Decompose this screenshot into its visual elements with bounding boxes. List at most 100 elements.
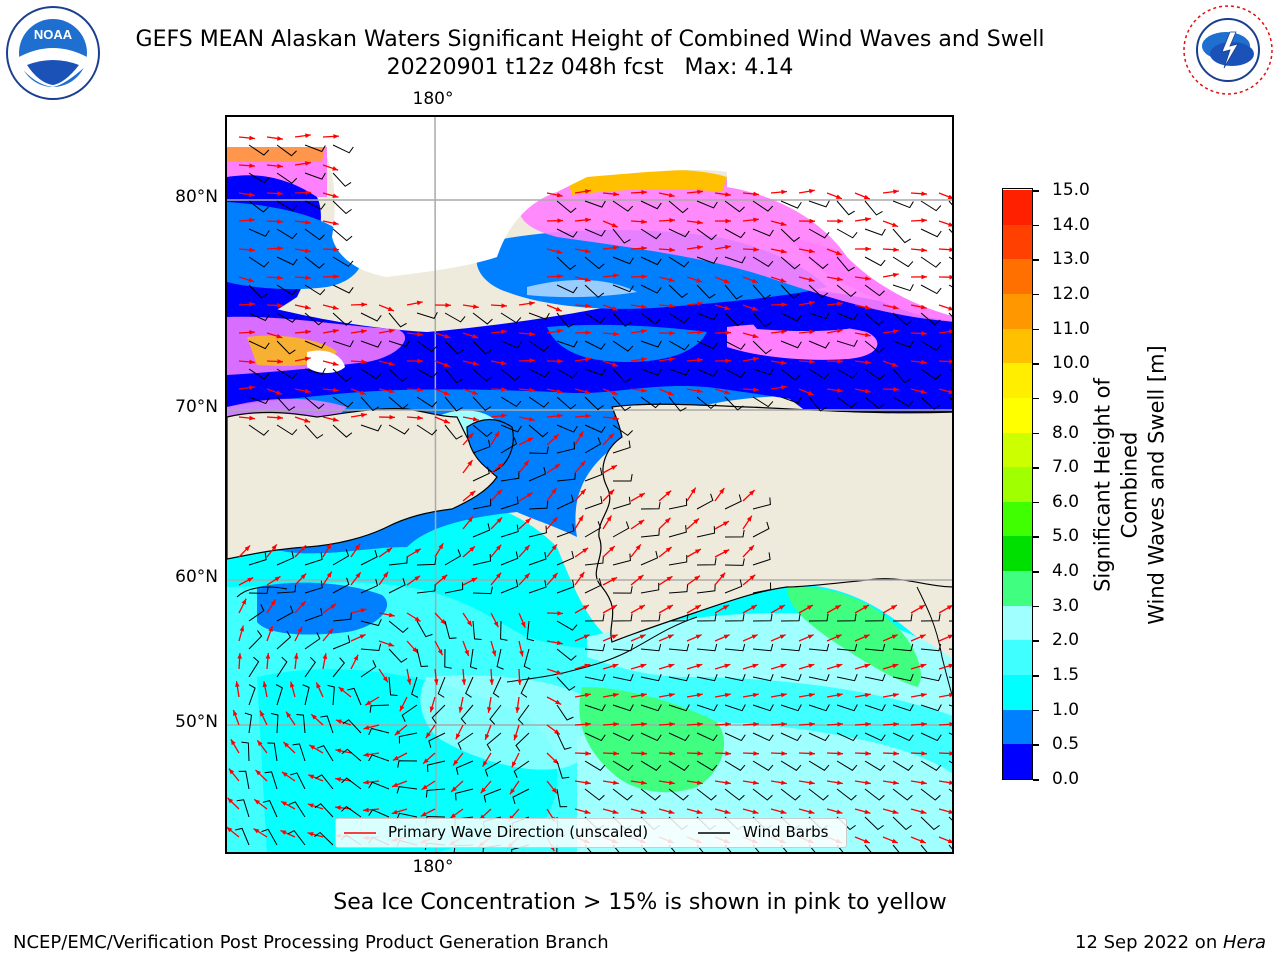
- wind-barb: [920, 312, 941, 326]
- wave-direction-arrowhead: [388, 642, 395, 647]
- wave-direction-arrowhead: [297, 626, 303, 633]
- wave-direction-arrowhead: [316, 682, 321, 689]
- wave-direction-arrowhead: [248, 192, 255, 197]
- lat-label-50n: 50°N: [175, 712, 218, 732]
- wind-barb: [332, 577, 350, 594]
- wind-barb: [304, 632, 321, 650]
- wave-direction-arrowhead: [386, 547, 393, 553]
- wave-direction-arrowhead: [749, 574, 756, 581]
- wind-barb: [486, 732, 502, 751]
- wind-barb: [640, 582, 660, 594]
- wave-direction-arrowhead: [584, 248, 591, 254]
- wave-direction-arrowhead: [277, 163, 283, 169]
- wind-barb: [304, 396, 325, 410]
- wave-direction-arrowhead: [837, 721, 843, 727]
- wind-barb: [238, 770, 250, 790]
- wave-direction-arrowhead: [865, 721, 871, 727]
- wave-direction-arrowhead: [949, 359, 952, 364]
- wind-barb: [612, 396, 632, 412]
- wind-barb: [640, 613, 661, 622]
- wave-direction-arrowhead: [277, 303, 283, 308]
- wind-barb: [892, 643, 914, 652]
- wind-barb: [920, 368, 941, 381]
- wind-barb: [556, 424, 578, 433]
- wind-barb: [523, 648, 531, 670]
- wind-barb: [528, 525, 548, 538]
- wave-direction-arrowhead: [423, 758, 429, 764]
- wind-barb: [396, 812, 418, 821]
- wave-direction-arrowhead: [443, 362, 450, 367]
- wind-barb: [341, 777, 362, 790]
- wind-barb: [612, 844, 620, 852]
- wave-direction-arrowhead: [808, 809, 815, 815]
- wave-direction-arrowhead: [665, 547, 672, 553]
- wind-barb: [556, 200, 577, 214]
- wind-barb: [892, 200, 914, 209]
- wind-barb: [368, 781, 390, 790]
- wave-direction-arrowhead: [640, 809, 647, 815]
- wave-direction-arrowhead: [863, 194, 870, 200]
- wave-direction-arrowhead: [468, 432, 474, 439]
- wave-direction-arrowhead: [724, 663, 731, 669]
- wave-direction-arrowhead: [836, 276, 843, 282]
- wind-barb: [696, 284, 716, 299]
- colorbar-tick-label: 0.5: [1052, 734, 1080, 755]
- wave-direction-arrowhead: [553, 434, 559, 440]
- wind-barb: [397, 760, 418, 768]
- wave-direction-arrowhead: [497, 463, 504, 469]
- wave-direction-arrowhead: [837, 301, 843, 307]
- wave-direction-arrowhead: [641, 219, 647, 225]
- wind-barb: [696, 256, 718, 264]
- wind-barb: [724, 558, 745, 566]
- wave-direction-arrowhead: [491, 650, 497, 657]
- wind-barb: [341, 748, 362, 762]
- wave-direction-arrowhead: [359, 634, 366, 639]
- wind-barb: [892, 256, 914, 268]
- wave-direction-arrowhead: [437, 649, 443, 656]
- wind-barb: [248, 340, 270, 350]
- wind-barb: [808, 368, 830, 380]
- wave-direction-arrowhead: [300, 601, 306, 607]
- wind-barb: [808, 704, 830, 712]
- colorbar-tick-mark: [1033, 501, 1039, 504]
- wind-barb: [248, 228, 270, 237]
- wind-barb: [520, 676, 530, 698]
- wind-barb: [864, 760, 886, 771]
- wind-barb: [892, 844, 900, 852]
- wave-direction-arrowhead: [557, 274, 563, 279]
- wave-direction-arrowhead: [725, 330, 731, 336]
- wave-direction-arrowhead: [807, 634, 814, 640]
- wind-barb: [465, 676, 474, 698]
- wind-barb: [528, 501, 549, 510]
- wave-direction-arrowhead: [725, 751, 731, 756]
- wind-barb: [472, 523, 491, 538]
- wave-direction-arrowhead: [304, 304, 311, 310]
- wind-barb: [444, 648, 452, 669]
- wave-direction-arrowhead: [417, 331, 423, 337]
- wind-barb: [332, 144, 354, 154]
- wind-barb: [332, 172, 352, 187]
- wave-direction-arrowhead: [921, 218, 927, 223]
- wave-direction-arrowhead: [307, 831, 314, 837]
- wind-barb: [864, 340, 885, 353]
- colorbar-tick-label: 11.0: [1052, 318, 1090, 339]
- wave-direction-arrowhead: [891, 838, 898, 844]
- wind-barb: [640, 284, 662, 294]
- wind-barb: [752, 228, 774, 237]
- wave-direction-arrowhead: [327, 628, 334, 635]
- wave-direction-arrowhead: [557, 218, 563, 224]
- wave-direction-arrowhead: [274, 576, 281, 582]
- wave-direction-arrowhead: [613, 245, 619, 251]
- wave-direction-arrowhead: [723, 278, 730, 284]
- wave-direction-arrowhead: [444, 333, 451, 339]
- colorbar-tick-label: 14.0: [1052, 214, 1090, 235]
- wave-direction-arrowhead: [865, 751, 871, 756]
- wind-barb: [360, 578, 379, 594]
- wind-barb: [444, 620, 457, 639]
- wind-barb: [948, 620, 952, 622]
- wave-direction-arrowhead: [333, 387, 339, 393]
- wind-barb: [304, 580, 323, 594]
- wind-barb: [556, 284, 578, 294]
- wave-direction-arrowhead: [863, 634, 870, 640]
- wind-barb: [584, 340, 606, 350]
